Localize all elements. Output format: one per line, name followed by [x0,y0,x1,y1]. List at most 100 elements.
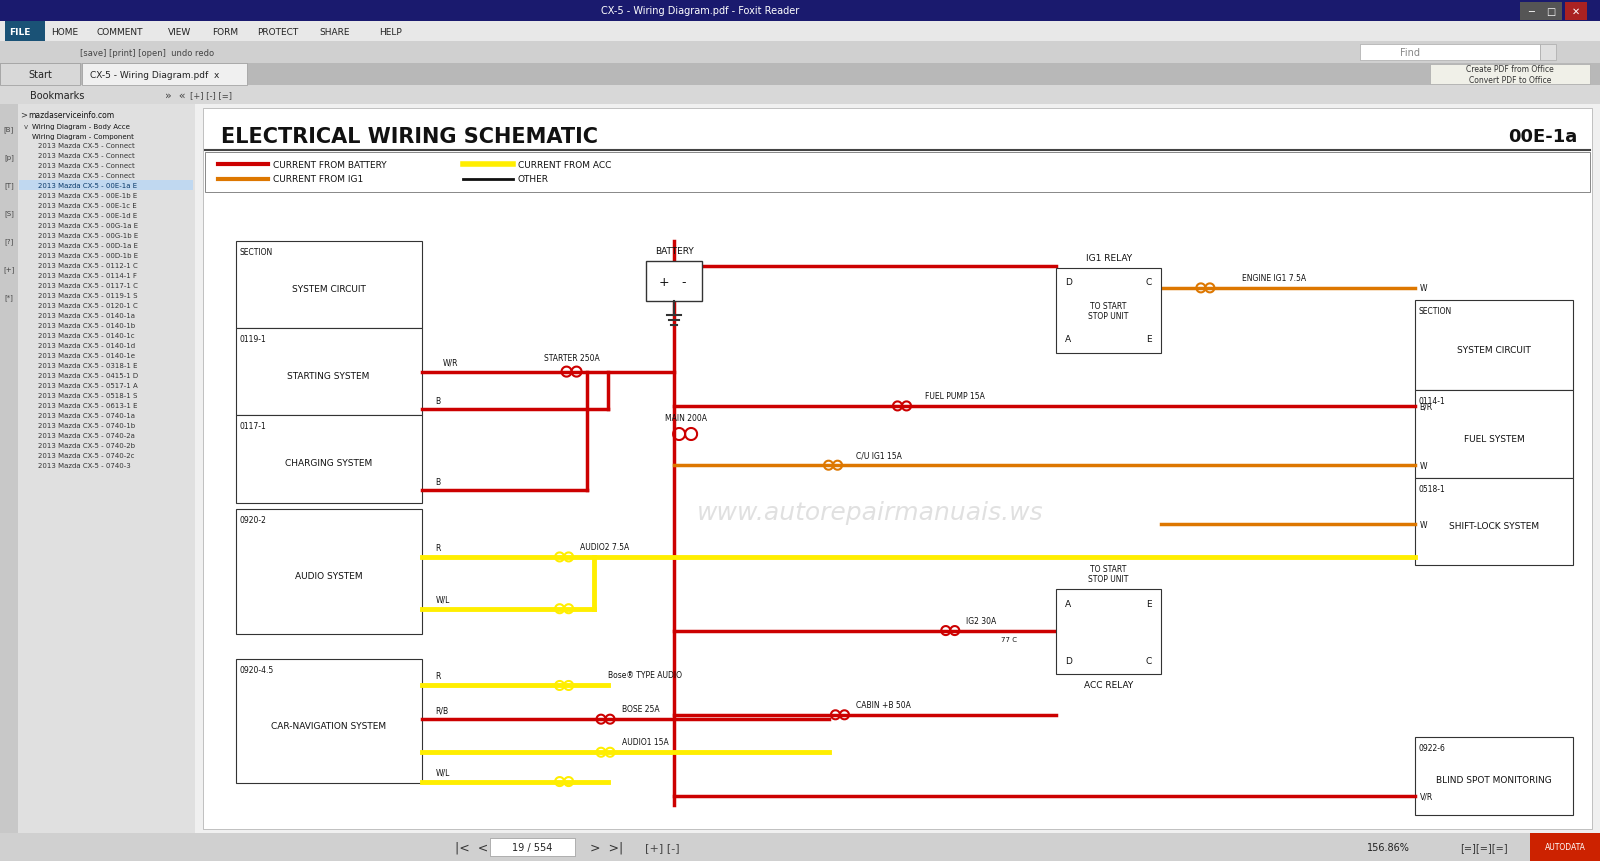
Text: W/L: W/L [435,595,450,604]
Bar [0,42,1600,64]
Bar [1414,478,1573,566]
Text: [?]: [?] [5,238,14,245]
Bar [19,400,194,411]
Text: HOME: HOME [51,28,78,36]
Bar [19,241,194,251]
Text: 2013 Mazda CX-5 - 0613-1 E: 2013 Mazda CX-5 - 0613-1 E [38,403,138,408]
Bar [1539,45,1555,61]
Text: >: > [19,110,27,120]
Bar [235,659,422,784]
Text: CABIN +B 50A: CABIN +B 50A [856,700,910,709]
Text: CURRENT FROM ACC: CURRENT FROM ACC [518,160,611,170]
Bar [19,450,194,461]
Text: Bose® TYPE AUDIO: Bose® TYPE AUDIO [608,671,682,679]
Text: [+] [-]: [+] [-] [645,842,680,852]
Text: 0518-1: 0518-1 [1419,484,1445,493]
Text: FUEL SYSTEM: FUEL SYSTEM [1464,434,1525,443]
Text: ENGINE IG1 7.5A: ENGINE IG1 7.5A [1242,274,1306,282]
Text: AUDIO2 7.5A: AUDIO2 7.5A [581,542,629,551]
Text: 2013 Mazda CX-5 - Connect: 2013 Mazda CX-5 - Connect [38,152,134,158]
Text: D: D [1064,656,1072,665]
Text: C: C [1146,278,1152,287]
Text: 2013 Mazda CX-5 - 0120-1 C: 2013 Mazda CX-5 - 0120-1 C [38,303,138,308]
Text: A: A [1066,335,1070,344]
Text: 2013 Mazda CX-5 - 0517-1 A: 2013 Mazda CX-5 - 0517-1 A [38,382,138,388]
Bar [19,370,194,381]
Text: CX-5 - Wiring Diagram.pdf - Foxit Reader: CX-5 - Wiring Diagram.pdf - Foxit Reader [602,6,798,16]
Text: 2013 Mazda CX-5 - 00E-1b E: 2013 Mazda CX-5 - 00E-1b E [38,193,138,199]
Text: W/L: W/L [435,768,450,777]
Text: [+] [-] [=]: [+] [-] [=] [190,91,232,101]
Text: 2013 Mazda CX-5 - 0140-1a: 2013 Mazda CX-5 - 0140-1a [38,313,134,319]
Text: 2013 Mazda CX-5 - 00D-1a E: 2013 Mazda CX-5 - 00D-1a E [38,243,138,249]
Text: 2013 Mazda CX-5 - 0117-1 C: 2013 Mazda CX-5 - 0117-1 C [38,282,138,288]
Text: TO START
STOP UNIT: TO START STOP UNIT [1088,301,1128,320]
Text: D: D [1064,278,1072,287]
Text: 2013 Mazda CX-5 - 0740-2b: 2013 Mazda CX-5 - 0740-2b [38,443,134,449]
Bar [19,191,194,201]
Text: FILE: FILE [10,28,30,36]
Text: [save] [print] [open]  undo redo: [save] [print] [open] undo redo [80,48,214,58]
Bar [1056,269,1162,354]
Text: CURRENT FROM BATTERY: CURRENT FROM BATTERY [274,160,387,170]
Text: [S]: [S] [5,210,14,217]
Bar [0,0,1600,22]
Text: CHARGING SYSTEM: CHARGING SYSTEM [285,459,373,468]
Bar [1430,65,1590,85]
Text: ELECTRICAL WIRING SCHEMATIC: ELECTRICAL WIRING SCHEMATIC [221,127,598,147]
Text: BOSE 25A: BOSE 25A [622,704,659,714]
Text: E: E [1146,599,1152,608]
Text: 2013 Mazda CX-5 - 0740-3: 2013 Mazda CX-5 - 0740-3 [38,462,131,468]
Bar [19,411,194,420]
Bar [1414,300,1573,391]
Text: FORM: FORM [211,28,238,36]
Text: IG2 30A: IG2 30A [966,616,997,625]
Text: 77 C: 77 C [1002,635,1018,641]
Text: v: v [24,124,29,130]
Text: STARTING SYSTEM: STARTING SYSTEM [288,372,370,381]
Bar [235,329,422,416]
Text: C/U IG1 15A: C/U IG1 15A [856,450,902,460]
Text: 2013 Mazda CX-5 - 00E-1a E: 2013 Mazda CX-5 - 00E-1a E [38,183,138,189]
Text: CURRENT FROM IG1: CURRENT FROM IG1 [274,176,363,184]
Text: A: A [1066,599,1070,608]
Text: 2013 Mazda CX-5 - 0140-1d: 2013 Mazda CX-5 - 0140-1d [38,343,134,349]
Text: »  «: » « [165,91,186,101]
Text: VIEW: VIEW [168,28,192,36]
Text: |<  <: |< < [454,840,488,853]
Text: 0114-1: 0114-1 [1419,397,1445,406]
Bar [19,391,194,400]
Text: 156.86%: 156.86% [1366,842,1410,852]
Bar [1056,590,1162,674]
Bar [235,416,422,503]
Text: 0922-6: 0922-6 [1419,743,1445,752]
Text: 0920-4.5: 0920-4.5 [240,665,274,674]
Text: 0119-1: 0119-1 [240,335,266,344]
Text: BLIND SPOT MONITORING: BLIND SPOT MONITORING [1437,775,1552,784]
Bar [19,141,194,151]
Text: V/R: V/R [1419,791,1434,801]
Text: E: E [1146,335,1152,344]
Text: B: B [435,397,440,406]
Text: B: B [435,478,440,486]
Bar [1565,3,1587,21]
Bar [490,838,574,856]
Bar [0,833,1600,861]
Text: +: + [659,276,669,288]
Text: [*]: [*] [5,294,13,301]
Text: [+]: [+] [3,266,14,273]
Bar [235,510,422,634]
Text: BATTERY: BATTERY [654,247,693,256]
Bar [82,64,246,86]
Bar [0,105,18,833]
Text: R: R [435,672,442,681]
Text: -: - [682,276,686,288]
Bar [19,181,194,191]
Text: COMMENT: COMMENT [96,28,144,36]
Bar [1414,737,1573,815]
Bar [1539,3,1562,21]
Bar [0,64,1600,86]
Text: SHARE: SHARE [320,28,350,36]
Bar [19,441,194,450]
Text: SECTION: SECTION [240,247,274,257]
